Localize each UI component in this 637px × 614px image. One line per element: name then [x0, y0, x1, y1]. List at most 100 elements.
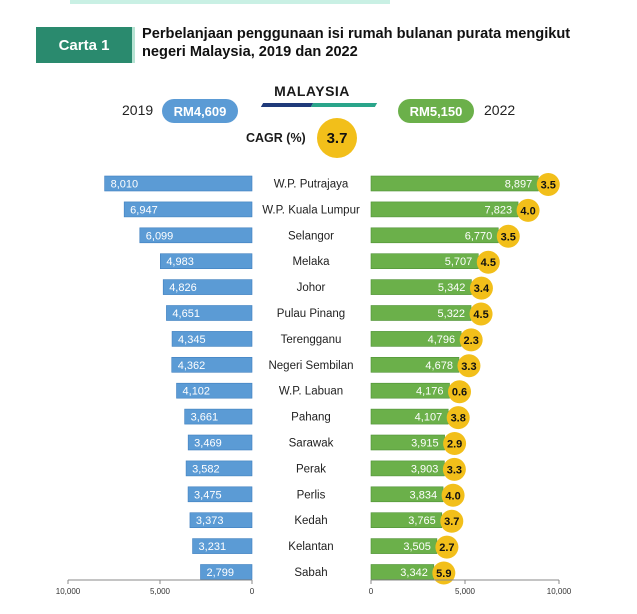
bar-2022-label: 7,823 — [485, 204, 513, 216]
bar-2019-label: 2,799 — [206, 567, 234, 579]
left-axis-tick-label: 0 — [250, 587, 255, 596]
state-label: Pulau Pinang — [277, 308, 345, 320]
bar-2019 — [176, 382, 253, 399]
avg-2019-pill: RM4,609 — [162, 99, 238, 123]
cagr-circle — [443, 432, 467, 455]
year-2022-label: 2022 — [484, 102, 516, 118]
bar-2022-label: 8,897 — [505, 179, 533, 191]
cagr-circle-label: 4.5 — [473, 309, 488, 321]
state-label: Melaka — [292, 256, 330, 268]
cagr-circle — [442, 457, 466, 481]
avg-2022-pill: RM5,150 — [398, 99, 474, 123]
bar-2019 — [139, 227, 253, 244]
right-axis-tick-label: 5,000 — [455, 587, 476, 596]
bar-2019-label: 4,362 — [178, 360, 206, 372]
year-2019-label: 2019 — [122, 102, 154, 118]
bar-2022-label: 3,834 — [410, 489, 438, 501]
right-axis-tick-label: 0 — [369, 587, 374, 596]
bar-2019 — [166, 305, 253, 321]
chart-number-badge: Carta 1 — [36, 27, 135, 63]
cagr-label: CAGR (%) — [246, 131, 306, 145]
state-label: Negeri Sembilan — [268, 360, 353, 372]
cagr-circle — [469, 276, 493, 300]
cagr-circle — [457, 354, 481, 378]
cagr-circle-label: 2.7 — [439, 542, 454, 554]
bar-2019-label: 4,345 — [178, 334, 206, 346]
cagr-circle — [469, 302, 493, 326]
cagr-circle-label: 3.5 — [501, 231, 516, 243]
state-label: Terengganu — [281, 334, 342, 346]
bar-2019-label: 6,947 — [130, 204, 158, 216]
bar-2022-label: 6,770 — [465, 230, 493, 242]
left-axis-tick-label: 10,000 — [56, 587, 81, 596]
cagr-circle — [448, 380, 472, 404]
bar-2022-label: 5,342 — [438, 282, 466, 294]
bar-2019 — [187, 434, 253, 451]
cagr-circle — [516, 198, 540, 222]
bar-2019-label: 8,010 — [111, 179, 139, 191]
bar-2019-label: 3,661 — [191, 412, 219, 424]
state-label: Perlis — [297, 489, 326, 501]
cagr-circle — [459, 328, 483, 352]
state-label: Kedah — [294, 515, 327, 527]
cagr-circle — [496, 224, 520, 248]
cagr-circle-label: 4.0 — [445, 490, 460, 502]
bar-2019 — [185, 460, 253, 477]
cagr-circle-label: 4.5 — [481, 257, 496, 269]
state-label: W.P. Labuan — [279, 386, 343, 398]
bar-2022-label: 4,107 — [415, 412, 443, 424]
cagr-circle-label: 3.7 — [444, 516, 459, 528]
bar-2019 — [104, 175, 253, 192]
cagr-circle — [435, 535, 459, 559]
top-accent-bar — [70, 0, 390, 4]
right-axis-tick-label: 10,000 — [547, 587, 572, 596]
cagr-circle-label: 3.4 — [474, 283, 490, 295]
bar-2019-label: 3,469 — [194, 438, 222, 450]
bar-2022-label: 3,505 — [403, 541, 431, 553]
cagr-circle-label: 5.9 — [436, 568, 451, 580]
state-label: Johor — [297, 282, 326, 294]
bar-2019-label: 4,102 — [183, 386, 211, 398]
bar-2022-label: 3,765 — [408, 515, 436, 527]
state-label: Perak — [296, 463, 326, 475]
bar-2019 — [189, 512, 253, 529]
bar-2019-label: 6,099 — [146, 230, 174, 242]
cagr-circle-label: 3.5 — [541, 180, 556, 192]
cagr-circle-label: 3.3 — [461, 361, 476, 373]
cagr-circle — [536, 173, 560, 196]
left-axis-tick-label: 5,000 — [150, 587, 171, 596]
state-label: Sarawak — [289, 438, 334, 450]
chart-title: Perbelanjaan penggunaan isi rumah bulana… — [142, 26, 571, 60]
bar-2022-label: 4,796 — [428, 334, 456, 346]
cagr-circle — [440, 509, 464, 533]
bar-2019-label: 3,373 — [196, 515, 224, 527]
cagr-circle-label: 2.3 — [464, 335, 479, 347]
bar-2019-label: 3,582 — [192, 463, 220, 475]
bar-2019 — [184, 408, 253, 425]
state-label: W.P. Kuala Lumpur — [262, 204, 360, 216]
state-label: W.P. Putrajaya — [274, 179, 349, 191]
cagr-value-circle: 3.7 — [317, 118, 357, 158]
cagr-circle-label: 3.3 — [447, 464, 462, 476]
bar-2022-label: 5,322 — [438, 308, 466, 320]
state-label: Selangor — [288, 230, 334, 242]
cagr-circle — [476, 250, 500, 274]
cagr-circle — [446, 406, 470, 430]
bar-2022-label: 5,707 — [445, 256, 473, 268]
state-label: Sabah — [294, 567, 327, 579]
bar-2019 — [192, 538, 253, 554]
bar-2019-label: 4,651 — [172, 308, 200, 320]
bar-2019-label: 4,826 — [169, 282, 197, 294]
bar-2022-label: 3,903 — [411, 463, 439, 475]
cagr-circle — [441, 483, 465, 507]
bar-2022-label: 3,915 — [411, 438, 439, 450]
bar-2022-label: 4,678 — [425, 360, 453, 372]
bar-2019 — [123, 201, 253, 218]
cagr-circle-label: 4.0 — [520, 205, 535, 217]
cagr-circle-label: 0.6 — [452, 387, 467, 399]
bar-2019-label: 4,983 — [166, 256, 194, 268]
bar-2019 — [171, 356, 253, 373]
bar-2022-label: 4,176 — [416, 386, 444, 398]
state-label: Kelantan — [288, 541, 333, 553]
